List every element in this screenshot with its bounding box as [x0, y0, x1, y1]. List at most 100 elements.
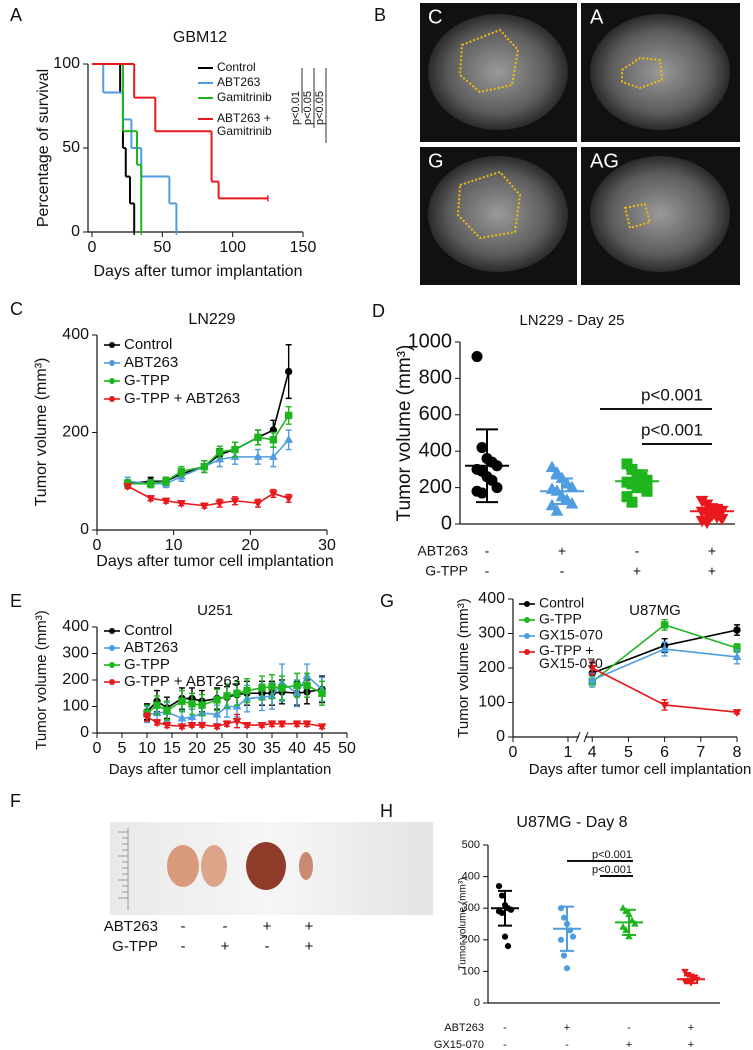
marker	[231, 445, 239, 454]
marker	[152, 719, 162, 728]
marker	[501, 933, 509, 940]
marker	[177, 713, 187, 722]
y-tick-label: 800	[419, 367, 452, 389]
p-value: p<0.001	[592, 849, 632, 861]
sd-bar	[684, 974, 698, 985]
chart-title: U251	[197, 602, 233, 619]
series-line	[127, 485, 289, 507]
x-tick-label: 50	[338, 740, 356, 757]
y-tick-label: 100	[53, 55, 80, 72]
sd-bar	[622, 908, 636, 937]
mri-image: A	[581, 3, 740, 142]
sd-bar	[551, 477, 573, 505]
marker	[267, 720, 277, 729]
marker	[318, 689, 326, 697]
y-tick-label: 600	[419, 403, 452, 425]
x-tick-label: 7	[696, 744, 705, 761]
mri-image: C	[420, 3, 577, 142]
sign: +	[633, 563, 641, 579]
mri-label: G	[428, 150, 444, 172]
sd-bar	[560, 905, 574, 952]
x-tick-label: 20	[241, 537, 259, 554]
panel-label: F	[10, 791, 21, 811]
marker	[284, 495, 294, 504]
legend-marker	[524, 601, 530, 607]
y-tick-label: 300	[478, 625, 505, 642]
mri-label: C	[428, 6, 442, 28]
y-tick-label: 0	[474, 997, 480, 1009]
y-tick-label: 200	[478, 659, 505, 676]
y-tick-label: 0	[71, 223, 80, 240]
ruler	[118, 828, 129, 910]
marker	[161, 497, 171, 506]
marker	[243, 686, 251, 695]
mri-label: AG	[590, 150, 619, 172]
legend-marker	[109, 662, 115, 668]
y-axis-label: Tumor volume (mm³)	[33, 610, 50, 749]
marker	[146, 495, 156, 504]
sign: +	[558, 543, 566, 559]
series-line	[127, 371, 290, 485]
sign: -	[223, 918, 228, 935]
panel-label: A	[10, 5, 22, 25]
marker	[622, 926, 630, 933]
x-tick-label: 150	[290, 239, 317, 256]
marker	[269, 436, 278, 444]
y-tick-label: 200	[419, 476, 452, 498]
row-label: ABT263	[417, 543, 468, 559]
marker	[162, 477, 170, 485]
legend-marker	[109, 342, 115, 348]
p-value: p<0.001	[592, 864, 632, 876]
marker	[631, 919, 639, 927]
marker	[277, 720, 287, 729]
legend-marker	[109, 645, 115, 651]
marker	[660, 621, 669, 629]
mri-image: G	[420, 147, 577, 285]
sign: +	[305, 918, 314, 935]
marker	[199, 502, 209, 511]
y-tick-label: 100	[462, 965, 480, 977]
y-tick-label: 200	[62, 424, 89, 441]
y-tick-label: 100	[478, 694, 505, 711]
legend-label: GX15-070	[539, 627, 603, 643]
sign: -	[265, 938, 270, 955]
marker	[292, 720, 302, 729]
x-tick-label: 6	[660, 744, 669, 761]
marker	[188, 700, 196, 708]
sign: +	[708, 563, 716, 579]
series-line	[127, 415, 290, 485]
y-tick-label: 300	[462, 902, 480, 914]
marker	[197, 721, 207, 730]
x-tick-label: 30	[238, 740, 256, 757]
x-tick-label: 1	[564, 744, 573, 761]
sd-bar	[476, 428, 498, 504]
marker	[587, 664, 597, 673]
sign: +	[626, 1039, 632, 1050]
marker	[177, 467, 186, 476]
marker	[587, 675, 597, 684]
marker	[215, 454, 225, 463]
y-tick-label: 100	[62, 698, 89, 715]
marker	[223, 692, 231, 700]
marker	[215, 500, 225, 509]
panel-label: D	[372, 301, 385, 321]
legend-label: ABT263 + Gamitrinib	[217, 112, 272, 138]
x-tick-label: 10	[165, 537, 183, 554]
sd-bar	[498, 889, 512, 927]
marker	[681, 968, 689, 976]
marker	[242, 721, 252, 730]
y-tick-label: 0	[80, 521, 89, 538]
marker	[123, 483, 133, 492]
marker	[232, 718, 242, 726]
marker	[569, 933, 577, 940]
y-tick-label: 400	[62, 326, 89, 343]
marker	[303, 681, 311, 689]
p-value: p<0.001	[641, 420, 703, 439]
y-axis-label: Tumor volume (mm³)	[33, 358, 50, 507]
x-tick-label: 10	[138, 740, 156, 757]
marker	[550, 504, 564, 516]
legend-marker	[109, 360, 115, 366]
marker	[213, 696, 221, 704]
legend-label: G-TPP + GX15-070	[539, 644, 603, 671]
marker	[476, 442, 488, 454]
